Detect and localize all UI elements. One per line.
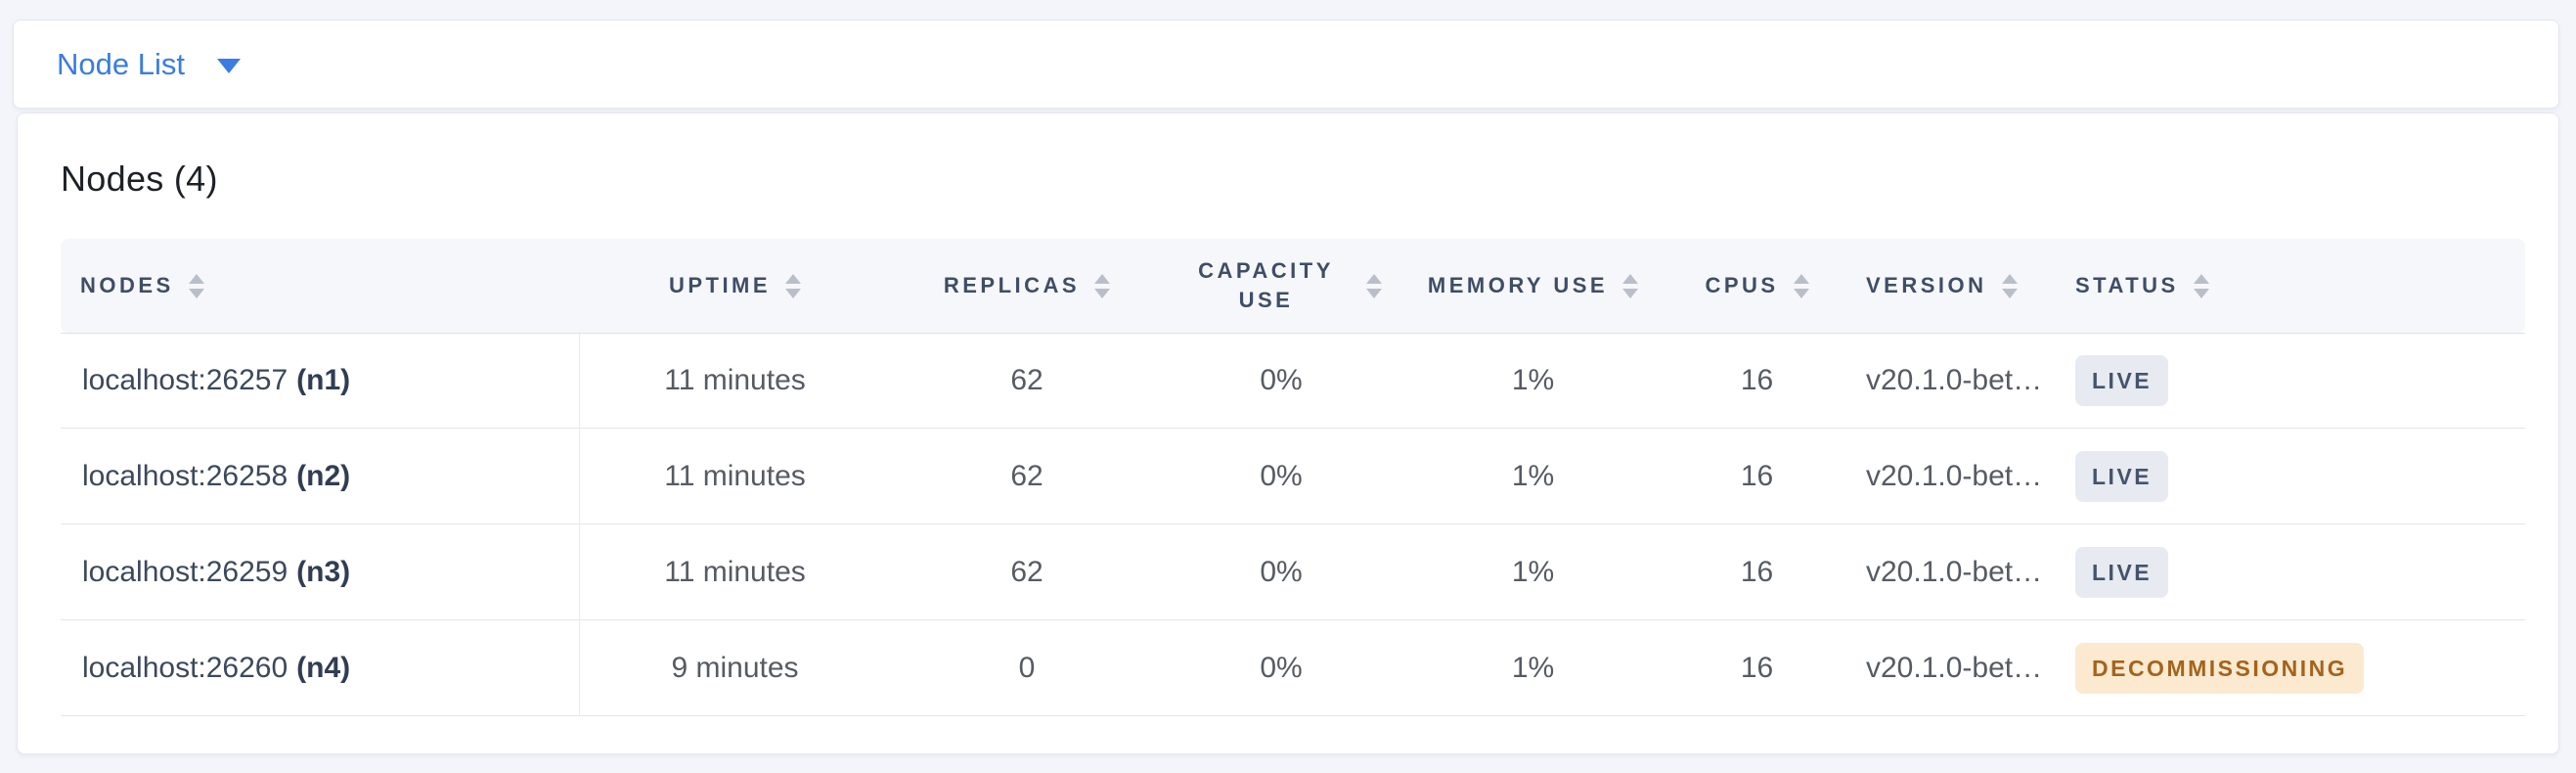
replicas-cell: 62 xyxy=(890,429,1164,524)
replicas-cell: 0 xyxy=(890,620,1164,716)
view-selector-bar: Node List xyxy=(13,20,2559,109)
column-header-version[interactable]: VERSION xyxy=(1846,239,2044,333)
chevron-down-icon xyxy=(216,59,241,73)
node-address: localhost:26258 xyxy=(82,459,289,492)
column-header-label: REPLICAS xyxy=(943,273,1081,297)
replicas-cell: 62 xyxy=(890,524,1164,620)
column-header-status[interactable]: STATUS xyxy=(2044,239,2525,333)
node-id: (n2) xyxy=(296,459,351,492)
status-cell: LIVE xyxy=(2044,333,2525,429)
sort-icon xyxy=(1094,273,1111,298)
column-header-label: VERSION xyxy=(1866,273,1987,297)
status-badge: LIVE xyxy=(2075,546,2169,598)
capacity-use-cell: 0% xyxy=(1164,620,1399,716)
table-row: localhost:26259 (n3) 11 minutes 62 0% 1% … xyxy=(61,524,2525,620)
column-header-replicas[interactable]: REPLICAS xyxy=(890,239,1164,333)
table-row: localhost:26258 (n2) 11 minutes 62 0% 1% … xyxy=(61,429,2525,524)
uptime-cell: 11 minutes xyxy=(580,524,890,620)
capacity-use-cell: 0% xyxy=(1164,333,1399,429)
status-cell: DECOMMISSIONING xyxy=(2044,620,2525,716)
status-cell: LIVE xyxy=(2044,524,2525,620)
node-id: (n4) xyxy=(296,651,351,684)
node-list-dropdown-label: Node List xyxy=(57,46,185,81)
replicas-cell: 62 xyxy=(890,333,1164,429)
version-cell: v20.1.0-bet… xyxy=(1846,333,2044,429)
column-header-nodes[interactable]: NODES xyxy=(61,239,580,333)
node-address: localhost:26260 xyxy=(82,651,289,684)
node-id: (n1) xyxy=(296,364,351,396)
sort-icon xyxy=(1622,273,1639,298)
sort-icon xyxy=(1366,273,1382,298)
column-header-memory-use[interactable]: MEMORY USE xyxy=(1399,239,1667,333)
version-cell: v20.1.0-bet… xyxy=(1846,429,2044,524)
column-header-label: STATUS xyxy=(2075,273,2179,297)
column-header-label: MEMORY USE xyxy=(1427,273,1609,297)
capacity-use-cell: 0% xyxy=(1164,429,1399,524)
column-header-cpus[interactable]: CPUS xyxy=(1667,239,1846,333)
version-cell: v20.1.0-bet… xyxy=(1846,620,2044,716)
sort-icon xyxy=(1793,273,1809,298)
column-header-capacity-use[interactable]: CAPACITY USE xyxy=(1164,239,1399,333)
memory-use-cell: 1% xyxy=(1399,524,1667,620)
column-header-uptime[interactable]: UPTIME xyxy=(580,239,890,333)
cpus-cell: 16 xyxy=(1667,620,1846,716)
status-badge: DECOMMISSIONING xyxy=(2075,642,2365,694)
memory-use-cell: 1% xyxy=(1399,429,1667,524)
cpus-cell: 16 xyxy=(1667,429,1846,524)
node-address-cell[interactable]: localhost:26257 (n1) xyxy=(61,333,580,429)
status-cell: LIVE xyxy=(2044,429,2525,524)
node-address-cell[interactable]: localhost:26259 (n3) xyxy=(61,524,580,620)
node-address: localhost:26259 xyxy=(82,555,289,588)
table-row: localhost:26257 (n1) 11 minutes 62 0% 1% … xyxy=(61,333,2525,429)
column-header-label: UPTIME xyxy=(668,273,772,297)
sort-icon xyxy=(785,273,802,298)
status-badge: LIVE xyxy=(2075,355,2169,406)
column-header-label: CAPACITY USE xyxy=(1198,258,1334,312)
nodes-table: NODES UPTIME REPLICAS xyxy=(61,239,2525,716)
node-address: localhost:26257 xyxy=(82,364,289,396)
node-list-dropdown[interactable]: Node List xyxy=(57,47,241,82)
version-cell: v20.1.0-bet… xyxy=(1846,524,2044,620)
sort-icon xyxy=(2001,273,2018,298)
column-header-label: CPUS xyxy=(1705,273,1779,297)
uptime-cell: 11 minutes xyxy=(580,333,890,429)
memory-use-cell: 1% xyxy=(1399,620,1667,716)
uptime-cell: 11 minutes xyxy=(580,429,890,524)
cpus-cell: 16 xyxy=(1667,333,1846,429)
uptime-cell: 9 minutes xyxy=(580,620,890,716)
node-id: (n3) xyxy=(296,555,351,588)
table-header-row: NODES UPTIME REPLICAS xyxy=(61,239,2525,333)
node-address-cell[interactable]: localhost:26260 (n4) xyxy=(61,620,580,716)
cpus-cell: 16 xyxy=(1667,524,1846,620)
capacity-use-cell: 0% xyxy=(1164,524,1399,620)
page-title: Nodes (4) xyxy=(61,159,218,199)
nodes-panel: Nodes (4) NODES UPTIME xyxy=(17,113,2559,754)
sort-icon xyxy=(188,273,204,298)
status-badge: LIVE xyxy=(2075,450,2169,502)
table-row: localhost:26260 (n4) 9 minutes 0 0% 1% 16… xyxy=(61,620,2525,716)
sort-icon xyxy=(2193,273,2209,298)
memory-use-cell: 1% xyxy=(1399,333,1667,429)
node-address-cell[interactable]: localhost:26258 (n2) xyxy=(61,429,580,524)
column-header-label: NODES xyxy=(80,273,174,297)
